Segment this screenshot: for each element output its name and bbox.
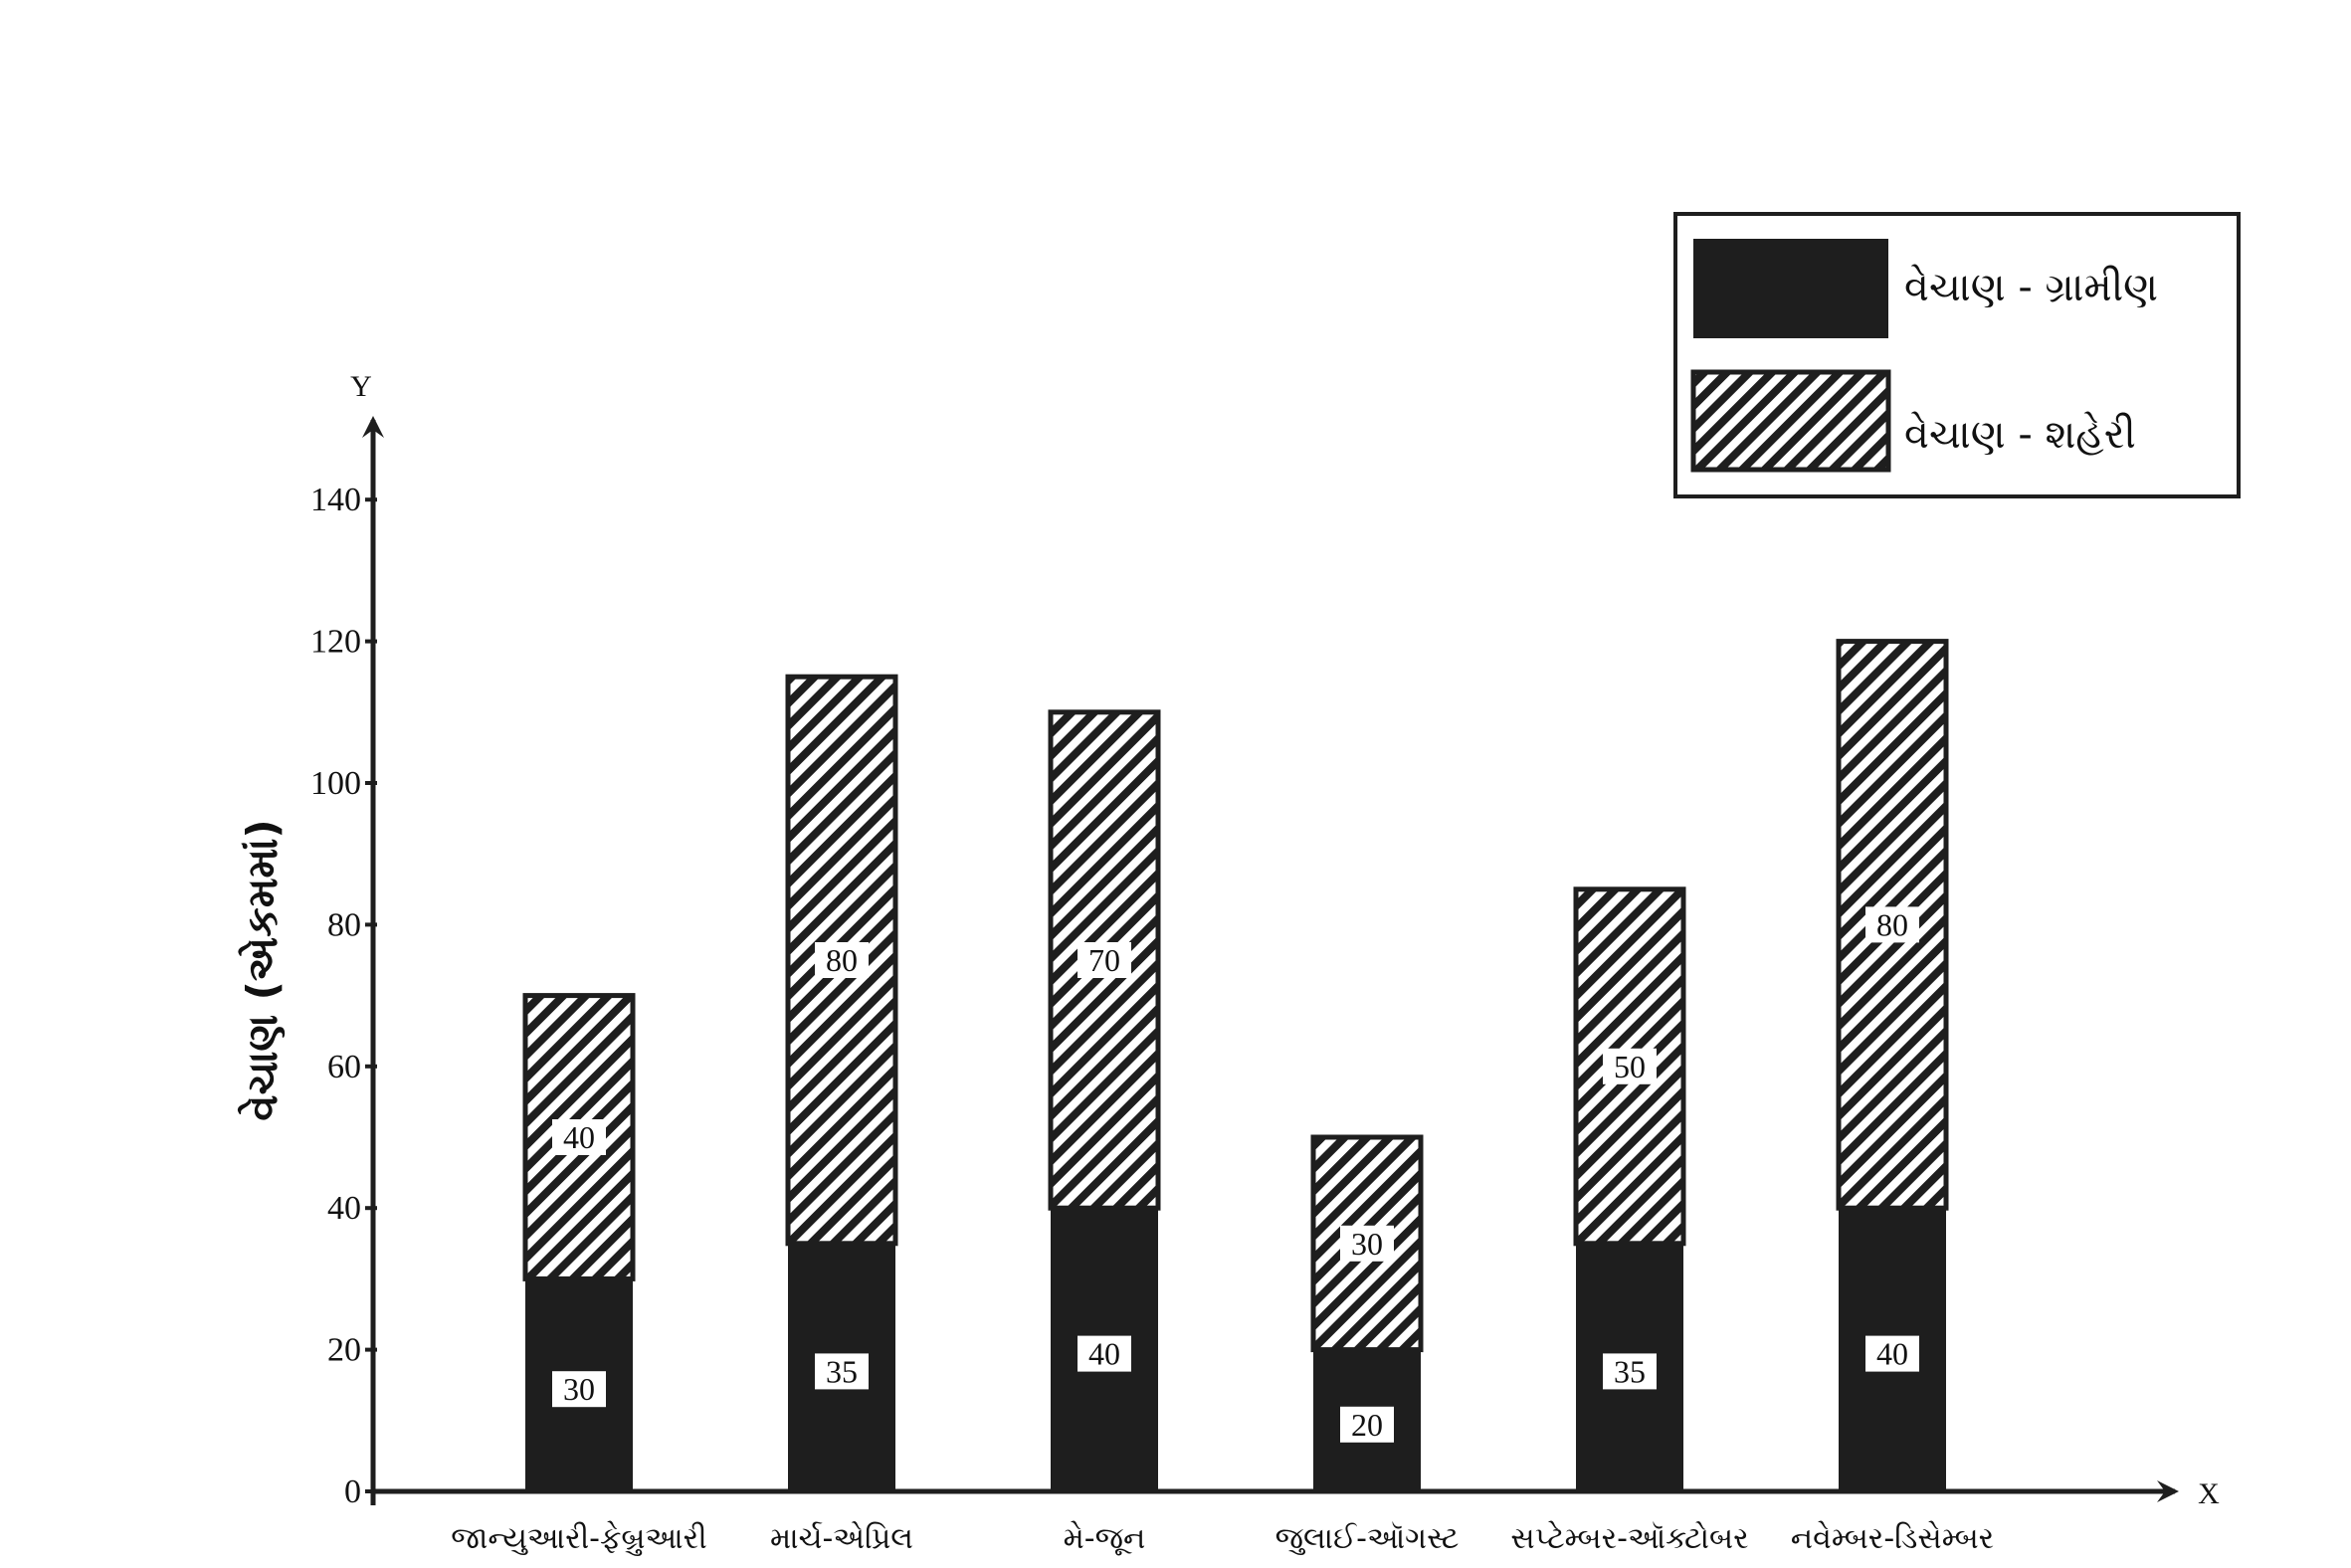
data-label-box <box>1078 942 1131 978</box>
bar-segment-urban <box>1048 709 1161 1211</box>
data-label-box <box>1340 1406 1394 1443</box>
legend: વેચાણ - ગ્રામીણ વેચાણ - શહેરી <box>1673 212 2241 498</box>
data-label-urban: 80 <box>826 942 858 978</box>
data-label-box <box>1340 1225 1394 1262</box>
bars-group <box>522 639 1949 1491</box>
data-label-box <box>1078 1335 1131 1372</box>
data-label-rural: 40 <box>1876 1336 1908 1372</box>
x-tick-label: નવેમ્બર-ડિસેમ્બર <box>1791 1521 1994 1556</box>
data-label-box <box>815 942 869 978</box>
legend-label-rural: વેચાણ - ગ્રામીણ <box>1904 265 2158 310</box>
data-label-rural: 30 <box>563 1371 595 1407</box>
x-tick-label: માર્ચ-એપ્રિલ <box>770 1521 913 1556</box>
data-label-rural: 40 <box>1088 1336 1120 1372</box>
data-label-box <box>1603 1353 1657 1390</box>
data-label-urban: 30 <box>1351 1226 1383 1262</box>
data-label-rural: 20 <box>1351 1407 1383 1443</box>
data-label-box <box>1865 1335 1919 1372</box>
data-label-rural: 35 <box>1614 1353 1646 1389</box>
y-tick-label: 60 <box>327 1049 361 1085</box>
data-label-box <box>552 1119 606 1155</box>
x-axis-arrowhead <box>2157 1480 2179 1502</box>
y-axis-letter: Y <box>350 370 372 403</box>
x-tick-label: મે-જૂન <box>1064 1521 1146 1556</box>
legend-swatch-rural <box>1693 239 1888 338</box>
y-tick-label: 120 <box>310 624 361 661</box>
data-label-box <box>552 1371 606 1408</box>
y-axis-title: વેચાણ (એકમમાં) <box>238 819 287 1120</box>
y-tick-label: 40 <box>327 1190 361 1227</box>
data-label-box <box>1865 906 1919 943</box>
y-tick-label: 80 <box>327 906 361 943</box>
y-axis-arrowhead <box>362 416 384 438</box>
data-label-urban: 50 <box>1614 1049 1646 1084</box>
x-axis-letter: X <box>2198 1477 2220 1510</box>
x-tick-label: સપ્ટેમ્બર-ઑક્ટોબર <box>1510 1521 1748 1556</box>
legend-label-urban: વેચાણ - શહેરી <box>1904 412 2136 458</box>
axes-group: Y X 0 20 40 60 80 100 120 140 વેચાણ (એકમમાં) <box>238 370 2221 1510</box>
x-tick-label: જાન્યુઆરી-ફેબ્રુઆરી <box>451 1521 707 1557</box>
data-label-rural: 35 <box>826 1353 858 1389</box>
y-tick-label: 20 <box>327 1332 361 1369</box>
x-tick-label: જુલાઈ-ઑગસ્ટ <box>1275 1521 1460 1556</box>
y-tick-label: 140 <box>310 482 361 518</box>
data-label-urban: 40 <box>563 1119 595 1155</box>
data-label-box <box>815 1353 869 1390</box>
y-tick-label: 0 <box>344 1473 361 1510</box>
y-tick-label: 100 <box>310 765 361 802</box>
data-label-urban: 80 <box>1876 906 1908 942</box>
labels-group: 30 40 જાન્યુઆરી-ફેબ્રુઆરી 35 80 માર્ચ-એપ્રિલ 4… <box>451 906 1994 1557</box>
legend-swatch-urban <box>1690 369 1891 473</box>
data-label-urban: 70 <box>1088 942 1120 978</box>
data-label-box <box>1603 1048 1657 1084</box>
